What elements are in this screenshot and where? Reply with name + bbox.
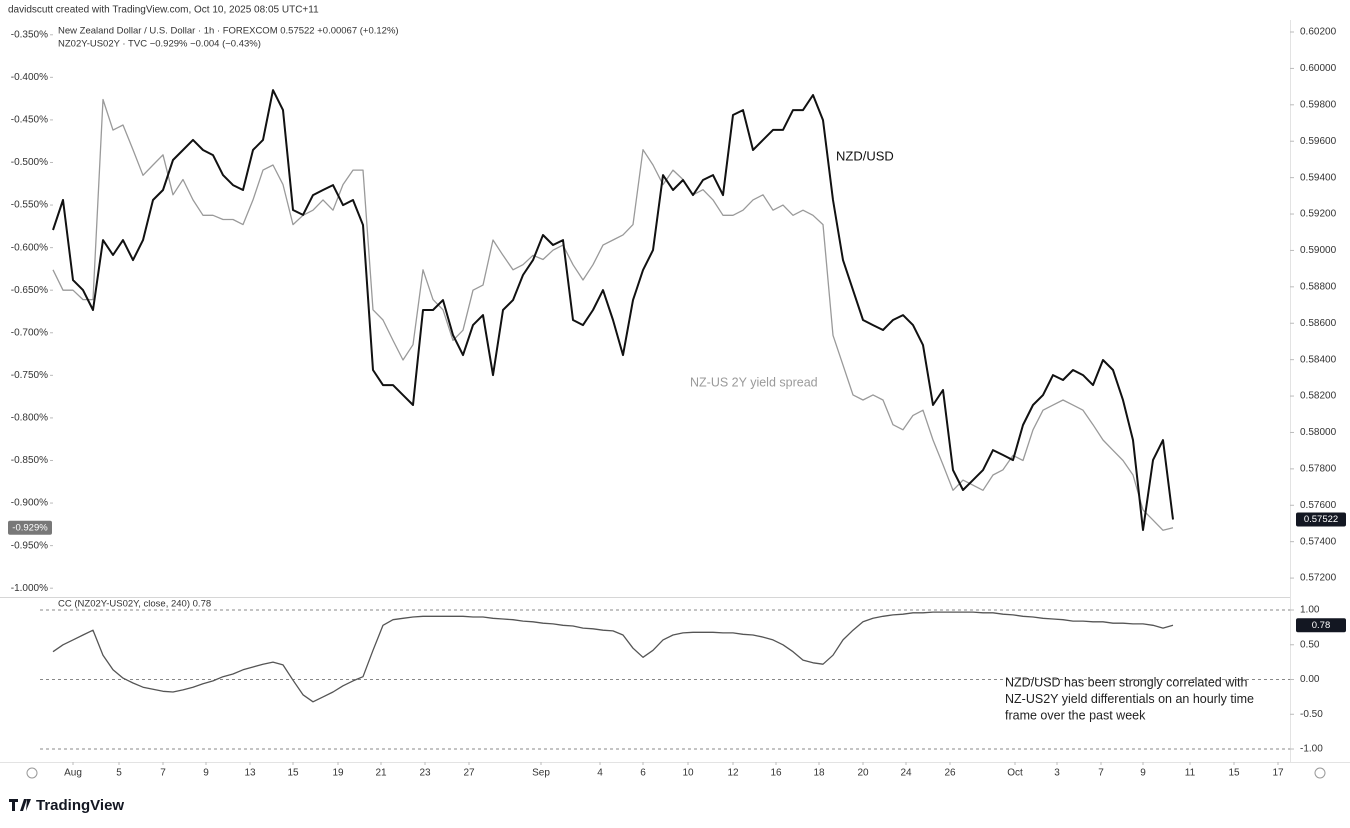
y2-tick-label: 0.60000	[1300, 63, 1337, 74]
indicator-title: CC (NZ02Y-US02Y, close, 240) 0.78	[58, 599, 211, 610]
series-line	[52, 89, 1174, 531]
x-tick-label: Oct	[1007, 768, 1023, 779]
credit: davidscutt created with TradingView.com,…	[8, 5, 319, 16]
last-value-badge	[1296, 618, 1346, 633]
x-tick-label: 11	[1185, 768, 1196, 779]
x-tick-label: 23	[419, 768, 431, 779]
x-tick-label: 24	[900, 768, 912, 779]
last-value-label: -0.929%	[12, 522, 48, 533]
y2-tick-label: 0.57600	[1300, 500, 1337, 511]
y2-tick-label: 0.57800	[1300, 464, 1337, 475]
x-tick-label: 20	[857, 768, 869, 779]
brand: TradingView	[36, 797, 124, 814]
note-line: frame over the past week	[1005, 708, 1146, 722]
series-annotation: NZ-US 2Y yield spread	[690, 375, 818, 389]
last-value-badge	[1296, 512, 1346, 527]
y-tick-label: -0.500%	[11, 157, 48, 168]
y-tick-label: -0.850%	[11, 455, 48, 466]
y-tick-label: -0.550%	[11, 200, 48, 211]
x-tick-label: 17	[1272, 768, 1284, 779]
icon[interactable]	[1314, 767, 1326, 779]
y-tick-label: -0.800%	[11, 413, 48, 424]
series-line	[52, 611, 1174, 703]
y-tick-label: -1.00	[1300, 744, 1323, 755]
series-line	[52, 98, 1174, 531]
last-value-label: 0.57522	[1304, 514, 1338, 525]
x-tick-label: 18	[813, 768, 825, 779]
x-tick-label: 3	[1054, 768, 1060, 779]
y-tick-label: 1.00	[1300, 605, 1320, 616]
y2-tick-label: 0.60200	[1300, 27, 1337, 38]
y-tick-label: -0.350%	[11, 29, 48, 40]
y-tick-label: -0.50	[1300, 709, 1323, 720]
y-tick-label: -0.450%	[11, 115, 48, 126]
y2-tick-label: 0.58600	[1300, 318, 1337, 329]
x-tick-label: 27	[463, 768, 475, 779]
series-annotation: NZD/USD	[836, 148, 894, 163]
y-tick-label: -0.600%	[11, 242, 48, 253]
x-tick-label: 15	[287, 768, 299, 779]
x-tick-label: 9	[1140, 768, 1146, 779]
x-tick-label: 4	[597, 768, 603, 779]
y2-tick-label: 0.58800	[1300, 281, 1337, 292]
x-tick-label: 21	[375, 768, 387, 779]
y2-tick-label: 0.59800	[1300, 99, 1337, 110]
x-tick-label: 13	[244, 768, 256, 779]
x-tick-label: 19	[332, 768, 344, 779]
x-tick-label: 26	[944, 768, 956, 779]
note-line: NZ-US2Y yield differentials on an hourly…	[1005, 692, 1254, 706]
legend-line: NZ02Y-US02Y · TVC −0.929% −0.004 (−0.43%…	[58, 39, 261, 50]
y-tick-label: -1.000%	[11, 583, 48, 594]
x-tick-label: 7	[160, 768, 166, 779]
x-tick-label: 5	[116, 768, 122, 779]
y-tick-label: 0.50	[1300, 639, 1320, 650]
x-tick-label: 7	[1098, 768, 1104, 779]
y-tick-label: -0.950%	[11, 540, 48, 551]
y2-tick-label: 0.58200	[1300, 391, 1337, 402]
y2-tick-label: 0.58000	[1300, 427, 1337, 438]
y-tick-label: -0.900%	[11, 498, 48, 509]
last-value-badge	[8, 520, 52, 535]
x-tick-label: 12	[727, 768, 739, 779]
brand-logo: TradingView	[9, 797, 124, 814]
x-tick-label: Sep	[532, 768, 550, 779]
x-tick-label: Aug	[64, 768, 82, 779]
y2-tick-label: 0.58400	[1300, 354, 1337, 365]
note-line: NZD/USD has been strongly correlated wit…	[1005, 675, 1248, 689]
legend-line: New Zealand Dollar / U.S. Dollar · 1h · …	[58, 26, 399, 37]
y2-tick-label: 0.59200	[1300, 209, 1337, 220]
y-tick-label: -0.650%	[11, 285, 48, 296]
icon[interactable]	[26, 767, 38, 779]
last-value-label: 0.78	[1312, 620, 1331, 631]
x-tick-label: 6	[640, 768, 646, 779]
x-tick-label: 10	[682, 768, 694, 779]
y2-tick-label: 0.59000	[1300, 245, 1337, 256]
x-tick-label: 16	[770, 768, 782, 779]
logo-mark	[9, 799, 31, 811]
x-tick-label: 15	[1228, 768, 1240, 779]
y-tick-label: -0.750%	[11, 370, 48, 381]
y-tick-label: -0.400%	[11, 72, 48, 83]
y2-tick-label: 0.59600	[1300, 136, 1337, 147]
y-tick-label: -0.700%	[11, 327, 48, 338]
y-tick-label: 0.00	[1300, 674, 1320, 685]
x-tick-label: 9	[203, 768, 209, 779]
y2-tick-label: 0.59400	[1300, 172, 1337, 183]
y2-tick-label: 0.57200	[1300, 573, 1337, 584]
y2-tick-label: 0.57400	[1300, 536, 1337, 547]
